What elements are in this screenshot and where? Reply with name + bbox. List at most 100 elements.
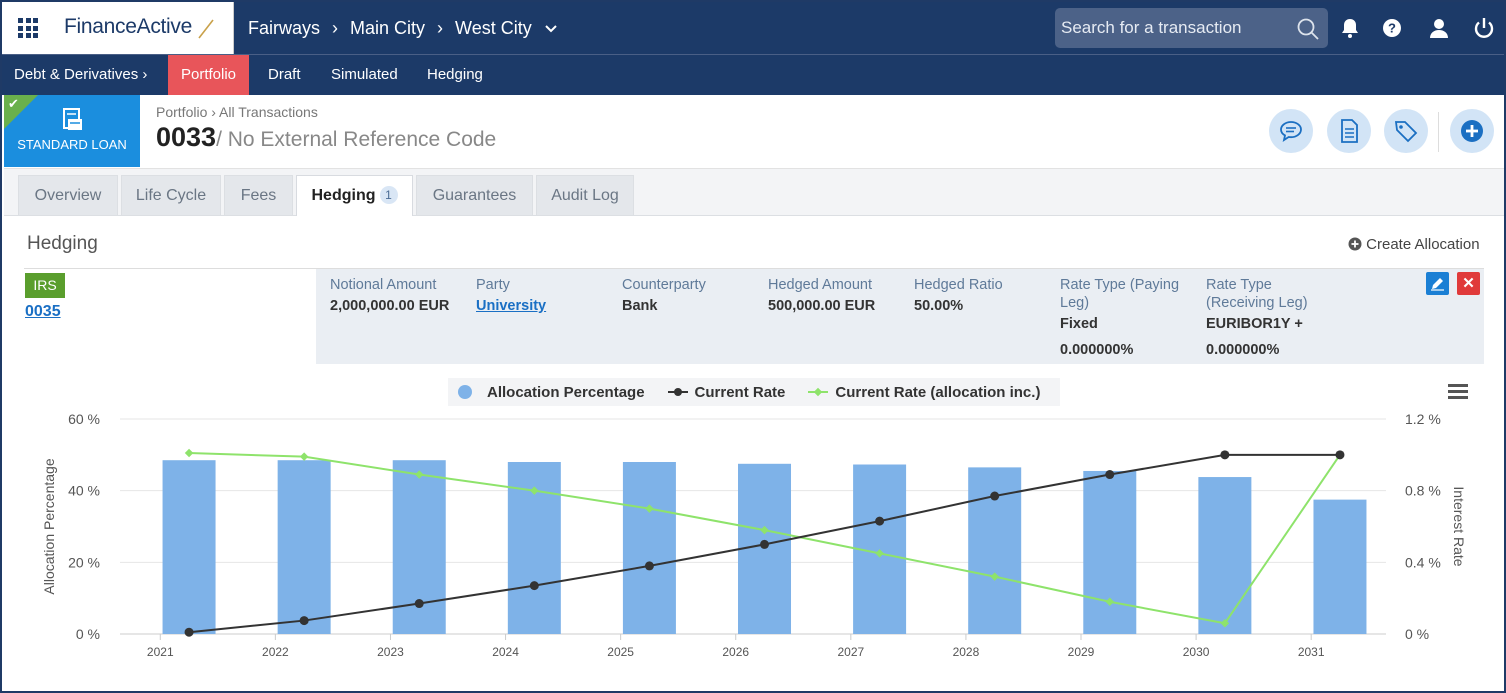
- field-label: Counterparty: [622, 277, 706, 293]
- comment-button[interactable]: [1269, 109, 1313, 153]
- field-value: Fixed: [1060, 316, 1098, 332]
- hedged-ratio: Hedged Ratio 50.00%: [914, 276, 1054, 316]
- crumb-fairways[interactable]: Fairways: [248, 18, 321, 38]
- current-rate-point-2021: [184, 627, 194, 637]
- crumb-main-city[interactable]: Main City: [350, 18, 426, 38]
- tab-audit-log[interactable]: Audit Log: [536, 175, 634, 215]
- delete-button[interactable]: ✕: [1457, 272, 1480, 295]
- transaction-code: 0033: [156, 122, 217, 152]
- party-link[interactable]: University: [476, 298, 547, 314]
- plus-circle-icon: [1461, 120, 1483, 142]
- alloc-rate-point-2022: [299, 452, 309, 461]
- alloc-rate-point-2023: [414, 470, 424, 479]
- header-divider: [4, 168, 1504, 169]
- crumb-west-city[interactable]: West City: [455, 18, 532, 38]
- tab-life-cycle[interactable]: Life Cycle: [121, 175, 221, 215]
- y2-axis-label: Interest Rate: [1451, 486, 1467, 566]
- y-tick-label: 0 %: [76, 626, 100, 642]
- x-tick-label: 2030: [1183, 645, 1210, 659]
- module-menu[interactable]: Debt & Derivatives ›: [14, 66, 148, 83]
- breadcrumb[interactable]: Portfolio › All Transactions: [156, 104, 318, 120]
- bar-allocation-2025: [622, 462, 676, 634]
- section-divider: [24, 268, 1484, 269]
- chart-legend: Allocation Percentage Current Rate Curre…: [448, 378, 1061, 406]
- help-icon[interactable]: ?: [1380, 16, 1404, 40]
- current-rate-point-2026: [760, 539, 770, 549]
- y2-tick-label: 0.8 %: [1405, 483, 1441, 499]
- legend-label: Allocation Percentage: [487, 383, 645, 401]
- create-allocation-label: Create Allocation: [1366, 236, 1480, 253]
- notional-amount: Notional Amount 2,000,000.00 EUR: [330, 276, 470, 316]
- document-button[interactable]: [1327, 109, 1371, 153]
- tag-icon: [1394, 121, 1418, 143]
- current-rate-point-2029: [1105, 470, 1115, 480]
- field-value: 50.00%: [914, 298, 964, 314]
- x-tick-label: 2028: [953, 645, 980, 659]
- hedged-amount: Hedged Amount 500,000.00 EUR: [768, 276, 908, 316]
- nav-draft[interactable]: Draft: [268, 66, 301, 83]
- nav-hedging[interactable]: Hedging: [427, 66, 483, 83]
- y-axis-label: Allocation Percentage: [41, 458, 57, 594]
- tab-fees[interactable]: Fees: [224, 175, 293, 215]
- field-value: EURIBOR1Y +: [1206, 316, 1303, 332]
- x-tick-label: 2021: [147, 645, 174, 659]
- legend-item-current-rate-alloc[interactable]: Current Rate (allocation inc.): [807, 384, 1040, 401]
- legend-marker: [808, 387, 829, 397]
- current-rate-point-2024: [529, 581, 539, 591]
- field-label: Party: [476, 277, 510, 293]
- tab-guarantees[interactable]: Guarantees: [416, 175, 533, 215]
- edit-button[interactable]: [1426, 272, 1449, 295]
- loan-type-badge: ✔ STANDARD LOAN: [4, 95, 140, 167]
- toolbar-divider: [1438, 112, 1439, 152]
- app-grid-icon[interactable]: [18, 18, 38, 38]
- status-corner: [4, 95, 38, 129]
- external-reference: / No External Reference Code: [216, 128, 497, 151]
- field-value: Bank: [622, 298, 658, 314]
- check-icon: ✔: [8, 96, 19, 111]
- legend-label: Current Rate: [694, 383, 786, 401]
- plus-circle-icon: [1348, 237, 1362, 251]
- user-icon[interactable]: [1427, 16, 1451, 40]
- chart-menu-icon[interactable]: [1448, 384, 1468, 400]
- hedge-id-link[interactable]: 0035: [25, 303, 61, 320]
- logo[interactable]: FinanceActive: [64, 15, 192, 38]
- svg-text:?: ?: [1388, 21, 1396, 36]
- legend-item-allocation[interactable]: Allocation Percentage: [456, 384, 645, 401]
- create-allocation-button[interactable]: Create Allocation: [1348, 236, 1480, 253]
- pencil-icon: [1431, 278, 1444, 291]
- legend-item-current-rate[interactable]: Current Rate: [667, 383, 786, 401]
- x-tick-label: 2022: [262, 645, 289, 659]
- tab-hedging[interactable]: Hedging 1: [296, 175, 413, 216]
- search-input[interactable]: [1061, 16, 1286, 40]
- hedge-info-panel: [316, 269, 1484, 364]
- chevron-right-icon: ›: [332, 18, 339, 38]
- tag-button[interactable]: [1384, 109, 1428, 153]
- add-button[interactable]: [1450, 109, 1494, 153]
- bar-allocation-2029: [1083, 470, 1137, 634]
- current-rate-point-2028: [990, 491, 1000, 501]
- power-icon[interactable]: [1472, 16, 1496, 40]
- tab-underline: [4, 215, 1504, 216]
- bell-icon[interactable]: [1338, 16, 1362, 40]
- tab-count-badge: 1: [379, 186, 398, 204]
- x-tick-label: 2031: [1298, 645, 1325, 659]
- context-breadcrumb: Fairways › Main City › West City: [248, 18, 558, 39]
- nav-portfolio[interactable]: Portfolio: [168, 55, 250, 95]
- chevron-down-icon[interactable]: [544, 24, 558, 34]
- search-icon[interactable]: [1296, 17, 1320, 41]
- y-tick-label: 40 %: [68, 483, 100, 499]
- x-tick-label: 2025: [607, 645, 634, 659]
- top-bar: FinanceActive Fairways › Main City › Wes…: [2, 2, 1504, 54]
- tab-overview[interactable]: Overview: [18, 175, 118, 215]
- x-tick-label: 2029: [1068, 645, 1095, 659]
- party: Party University: [476, 276, 616, 316]
- alloc-rate-point-2026: [760, 525, 769, 535]
- document-icon: [1341, 119, 1358, 143]
- logo-slash-icon: [198, 19, 214, 39]
- nav-simulated[interactable]: Simulated: [331, 66, 398, 83]
- section-title: Hedging: [27, 233, 98, 254]
- chevron-right-icon: ›: [437, 18, 444, 38]
- field-label: Rate Type (Receiving Leg): [1206, 277, 1308, 311]
- current-rate-point-2030: [1220, 450, 1230, 460]
